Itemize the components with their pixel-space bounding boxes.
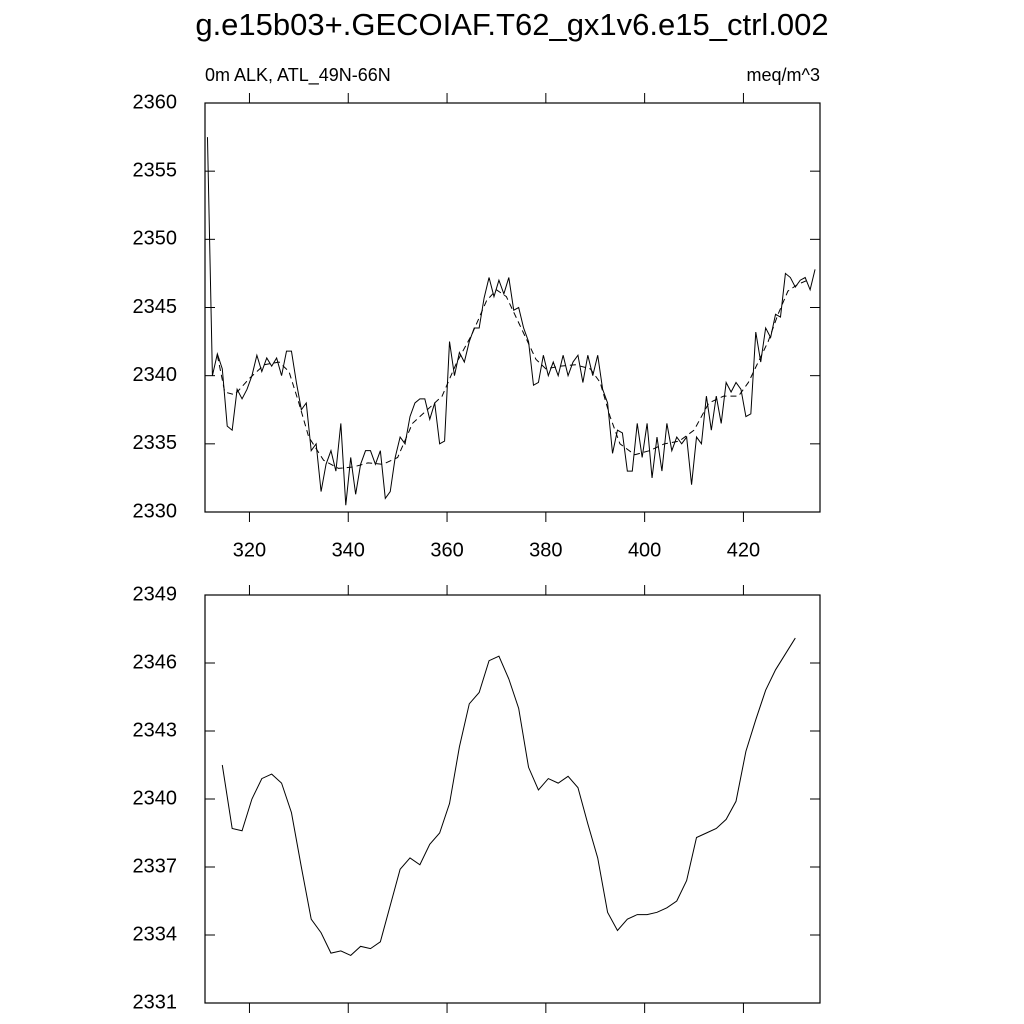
y-tick-label: 2346 xyxy=(133,651,178,673)
plot-frame xyxy=(204,594,821,1004)
subtitle-right: meq/m^3 xyxy=(747,65,820,85)
y-tick-label: 2340 xyxy=(133,787,178,809)
chart-title: g.e15b03+.GECOIAF.T62_gx1v6.e15_ctrl.002 xyxy=(195,7,828,42)
data-line xyxy=(221,637,796,956)
subtitle-left: 0m ALK, ATL_49N-66N xyxy=(205,65,391,86)
y-tick-label: 2349 xyxy=(133,583,178,605)
x-tick-label: 320 xyxy=(233,539,266,561)
plot-frame xyxy=(204,102,821,513)
y-tick-label: 2355 xyxy=(133,159,178,181)
y-tick-label: 2360 xyxy=(133,91,178,113)
y-tick-label: 2334 xyxy=(133,923,178,945)
data-line xyxy=(206,137,816,506)
x-tick-label: 340 xyxy=(332,539,365,561)
y-tick-label: 2331 xyxy=(133,991,178,1013)
y-tick-label: 2330 xyxy=(133,500,178,522)
y-tick-label: 2350 xyxy=(133,228,178,250)
y-tick-label: 2345 xyxy=(133,296,178,318)
y-tick-label: 2337 xyxy=(133,855,178,877)
x-tick-label: 380 xyxy=(529,539,562,561)
x-tick-label: 420 xyxy=(727,539,760,561)
y-tick-label: 2335 xyxy=(133,432,178,454)
x-tick-label: 400 xyxy=(628,539,661,561)
y-tick-label: 2343 xyxy=(133,719,178,741)
data-line xyxy=(216,279,808,469)
y-tick-label: 2340 xyxy=(133,364,178,386)
x-tick-label: 360 xyxy=(430,539,463,561)
